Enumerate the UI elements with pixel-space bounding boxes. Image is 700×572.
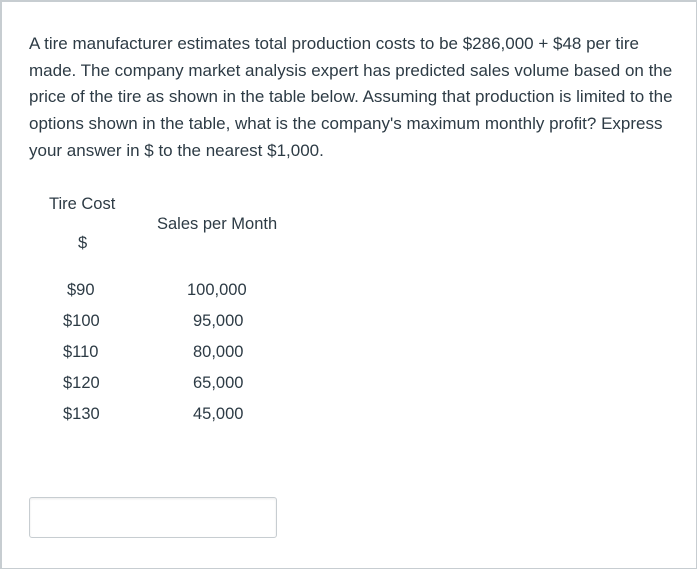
sales-cell: 80,000 <box>193 343 244 361</box>
cost-cell: $120 <box>63 374 100 392</box>
cost-cell: $90 <box>67 281 95 299</box>
sales-cell: 100,000 <box>187 281 247 299</box>
cost-cell: $110 <box>63 343 99 361</box>
question-text: A tire manufacturer estimates total prod… <box>29 34 673 160</box>
sales-cell: 95,000 <box>193 312 244 330</box>
header-tire-cost: Tire Cost <box>49 195 116 213</box>
header-tire-cost-unit: $ <box>78 234 88 252</box>
sales-cell: 65,000 <box>193 374 244 392</box>
header-sales-per-month: Sales per Month <box>157 215 278 233</box>
sales-cell: 45,000 <box>193 405 244 423</box>
cost-cell: $100 <box>63 312 100 330</box>
answer-input[interactable] <box>29 497 277 538</box>
cost-cell: $130 <box>63 405 100 423</box>
